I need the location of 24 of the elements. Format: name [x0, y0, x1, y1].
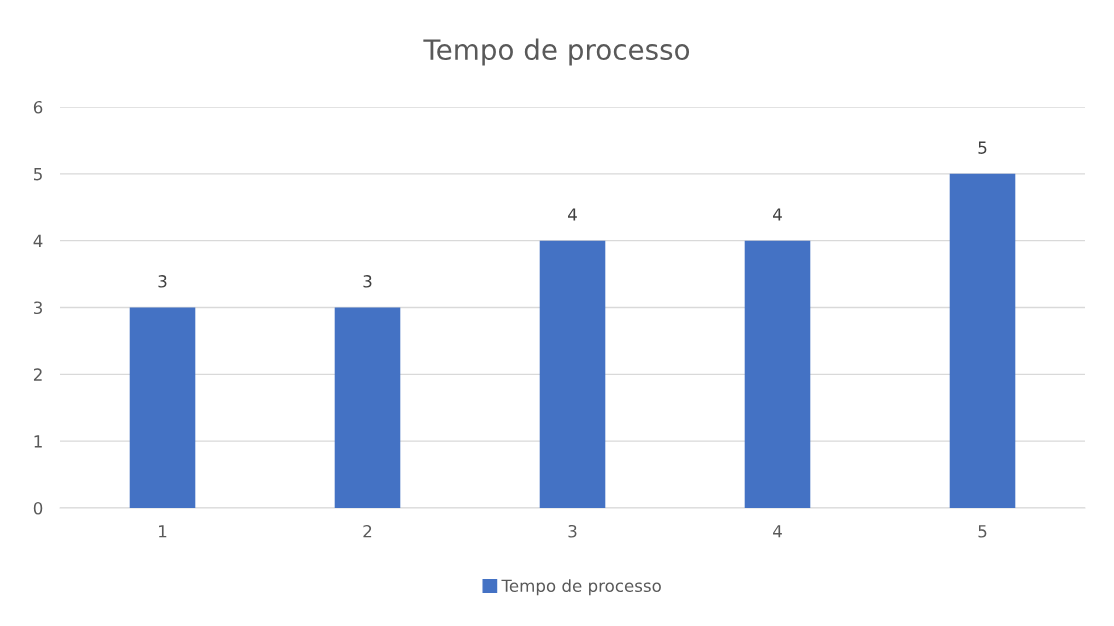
y-tick-label: 1	[34, 435, 42, 448]
data-label: 3	[363, 275, 372, 288]
data-label: 5	[978, 141, 987, 154]
data-label: 4	[773, 208, 782, 221]
x-tick-label: 5	[978, 525, 987, 538]
x-tick-label: 4	[773, 525, 782, 538]
x-tick-label: 3	[568, 524, 577, 538]
data-label: 4	[568, 208, 577, 221]
x-tick-label: 1	[159, 525, 167, 538]
y-tick-label: 0	[33, 501, 43, 515]
bar	[949, 173, 1016, 508]
y-tick-label: 3	[34, 301, 42, 315]
chart-title: Tempo de processo	[423, 38, 690, 66]
bar	[334, 307, 401, 508]
data-label: 3	[158, 275, 167, 288]
y-tick-label: 4	[33, 234, 43, 247]
y-tick-label: 6	[33, 100, 43, 114]
bar	[539, 240, 606, 508]
bar	[744, 240, 811, 508]
x-tick-label: 2	[363, 524, 372, 538]
legend-label: Tempo de processo	[501, 579, 661, 596]
y-tick-label: 2	[33, 368, 42, 381]
bar	[129, 307, 196, 508]
y-tick-label: 5	[34, 168, 42, 181]
